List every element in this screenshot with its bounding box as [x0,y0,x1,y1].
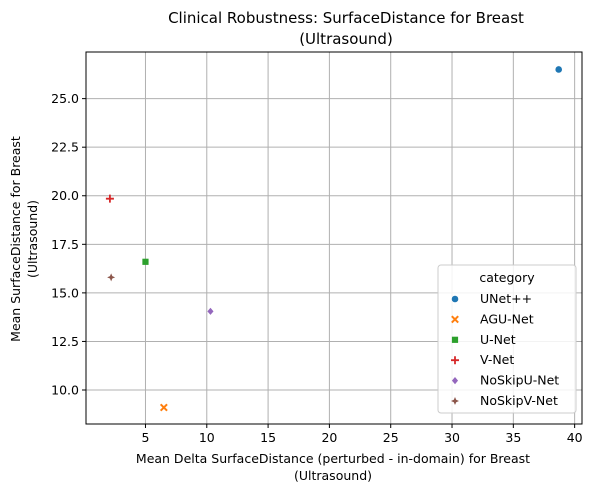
legend-title: category [479,270,535,285]
x-tick-label: 10 [199,430,215,445]
x-axis-label-line-1: Mean Delta SurfaceDistance (perturbed - … [136,451,530,466]
y-tick-label: 25.0 [51,91,79,106]
legend: category UNet++ AGU-Net U-Net V-Net NoSkipU-… [438,265,576,413]
x-tick-label: 20 [321,430,337,445]
x-tick-label: 15 [260,430,276,445]
legend-label: V-Net [480,352,514,367]
legend-label: NoSkipV-Net [480,393,558,408]
y-tick-label: 15.0 [51,285,79,300]
legend-label: AGU-Net [480,311,534,326]
x-tick-label: 35 [505,430,521,445]
y-axis-label-line-1: Mean SurfaceDistance for Breast [8,136,23,342]
y-tick-label: 20.0 [51,188,79,203]
x-tick-label: 40 [567,430,583,445]
x-tick-label: 30 [444,430,460,445]
legend-label: NoSkipU-Net [480,373,559,388]
chart-title: Clinical Robustness: SurfaceDistance for… [168,9,524,48]
chart-title-line-1: Clinical Robustness: SurfaceDistance for… [168,9,524,27]
data-point [107,273,115,281]
data-point [555,66,562,73]
data-point [161,404,167,410]
chart-title-line-2: (Ultrasound) [299,30,393,48]
y-axis-label: Mean SurfaceDistance for Breast (Ultraso… [8,136,40,342]
legend-label: U-Net [480,332,516,347]
y-axis-label-line-2: (Ultrasound) [25,200,40,278]
x-axis-label-line-2: (Ultrasound) [294,468,372,483]
y-tick-label: 17.5 [51,237,79,252]
data-point [142,259,148,265]
y-tick-label: 12.5 [51,334,79,349]
x-axis-label: Mean Delta SurfaceDistance (perturbed - … [136,451,530,483]
data-point [207,308,213,315]
legend-label: UNet++ [480,291,532,306]
x-tick-label: 5 [141,430,149,445]
legend-marker [451,295,458,302]
y-tick-label: 22.5 [51,140,79,155]
y-tick-label: 10.0 [51,383,79,398]
x-tick-label: 25 [383,430,399,445]
legend-marker [452,337,458,343]
